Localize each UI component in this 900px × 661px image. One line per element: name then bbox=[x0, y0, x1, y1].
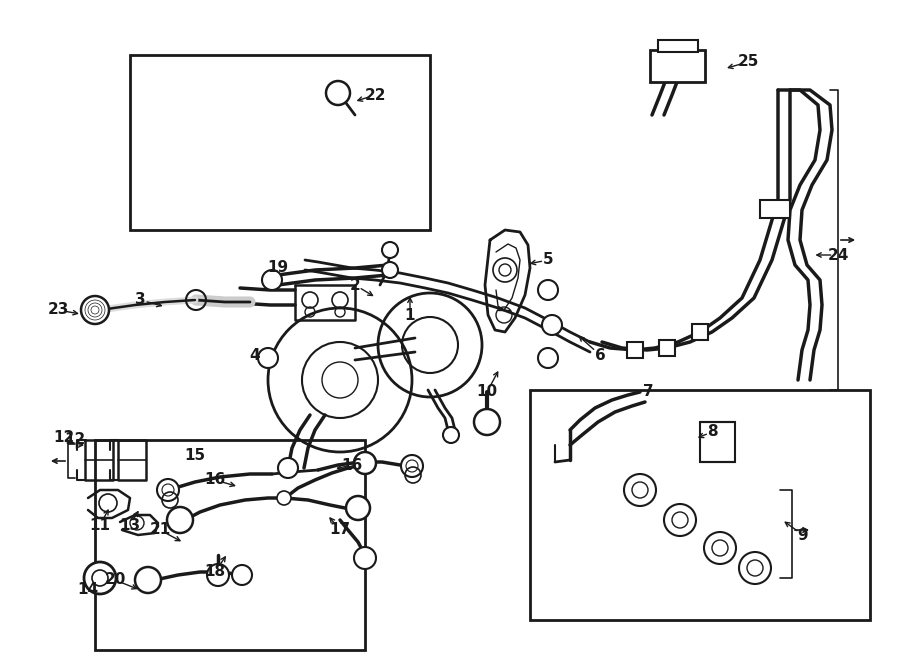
Circle shape bbox=[538, 348, 558, 368]
Circle shape bbox=[278, 458, 298, 478]
Bar bbox=[627, 342, 643, 358]
Text: 10: 10 bbox=[476, 385, 498, 399]
Text: 5: 5 bbox=[543, 253, 553, 268]
Text: 14: 14 bbox=[77, 582, 99, 598]
Text: 8: 8 bbox=[706, 424, 717, 440]
Circle shape bbox=[346, 496, 370, 520]
Circle shape bbox=[538, 280, 558, 300]
Text: 7: 7 bbox=[643, 385, 653, 399]
Bar bbox=[650, 50, 705, 82]
Bar bbox=[760, 200, 790, 218]
Text: 20: 20 bbox=[104, 572, 126, 588]
Bar bbox=[658, 40, 698, 52]
Text: 13: 13 bbox=[120, 518, 140, 533]
Circle shape bbox=[84, 562, 116, 594]
Circle shape bbox=[382, 262, 398, 278]
Text: 25: 25 bbox=[737, 54, 759, 69]
Circle shape bbox=[382, 242, 398, 258]
Text: 11: 11 bbox=[89, 518, 111, 533]
Circle shape bbox=[326, 81, 350, 105]
Bar bbox=[692, 324, 708, 340]
Text: 6: 6 bbox=[595, 348, 606, 362]
Circle shape bbox=[739, 552, 771, 584]
Circle shape bbox=[474, 409, 500, 435]
Text: 4: 4 bbox=[249, 348, 260, 362]
Bar bbox=[530, 390, 870, 620]
Text: 2: 2 bbox=[349, 278, 360, 293]
Circle shape bbox=[207, 564, 229, 586]
Text: 21: 21 bbox=[149, 522, 171, 537]
Circle shape bbox=[704, 532, 736, 564]
Bar bbox=[700, 422, 735, 462]
Circle shape bbox=[354, 547, 376, 569]
Text: 12: 12 bbox=[54, 430, 75, 446]
Circle shape bbox=[135, 567, 161, 593]
Text: 9: 9 bbox=[797, 527, 808, 543]
Circle shape bbox=[232, 565, 252, 585]
Circle shape bbox=[664, 504, 696, 536]
Circle shape bbox=[443, 427, 459, 443]
Text: 18: 18 bbox=[204, 564, 226, 580]
Circle shape bbox=[157, 479, 179, 501]
Circle shape bbox=[262, 270, 282, 290]
Circle shape bbox=[277, 491, 291, 505]
Circle shape bbox=[81, 296, 109, 324]
Circle shape bbox=[258, 348, 278, 368]
Text: 16: 16 bbox=[204, 473, 226, 488]
Circle shape bbox=[401, 455, 423, 477]
Circle shape bbox=[167, 507, 193, 533]
Circle shape bbox=[354, 452, 376, 474]
Text: 16: 16 bbox=[341, 457, 363, 473]
Text: 24: 24 bbox=[827, 247, 849, 262]
Text: 1: 1 bbox=[405, 307, 415, 323]
Bar bbox=[659, 340, 675, 356]
Circle shape bbox=[542, 315, 562, 335]
Text: 19: 19 bbox=[267, 260, 289, 276]
Text: 12: 12 bbox=[65, 432, 86, 447]
Text: 22: 22 bbox=[364, 87, 386, 102]
Bar bbox=[95, 440, 365, 650]
Text: 17: 17 bbox=[329, 522, 351, 537]
Text: 15: 15 bbox=[184, 447, 205, 463]
Text: 23: 23 bbox=[48, 303, 68, 317]
Bar bbox=[130, 55, 430, 230]
Text: 3: 3 bbox=[135, 293, 145, 307]
Circle shape bbox=[624, 474, 656, 506]
